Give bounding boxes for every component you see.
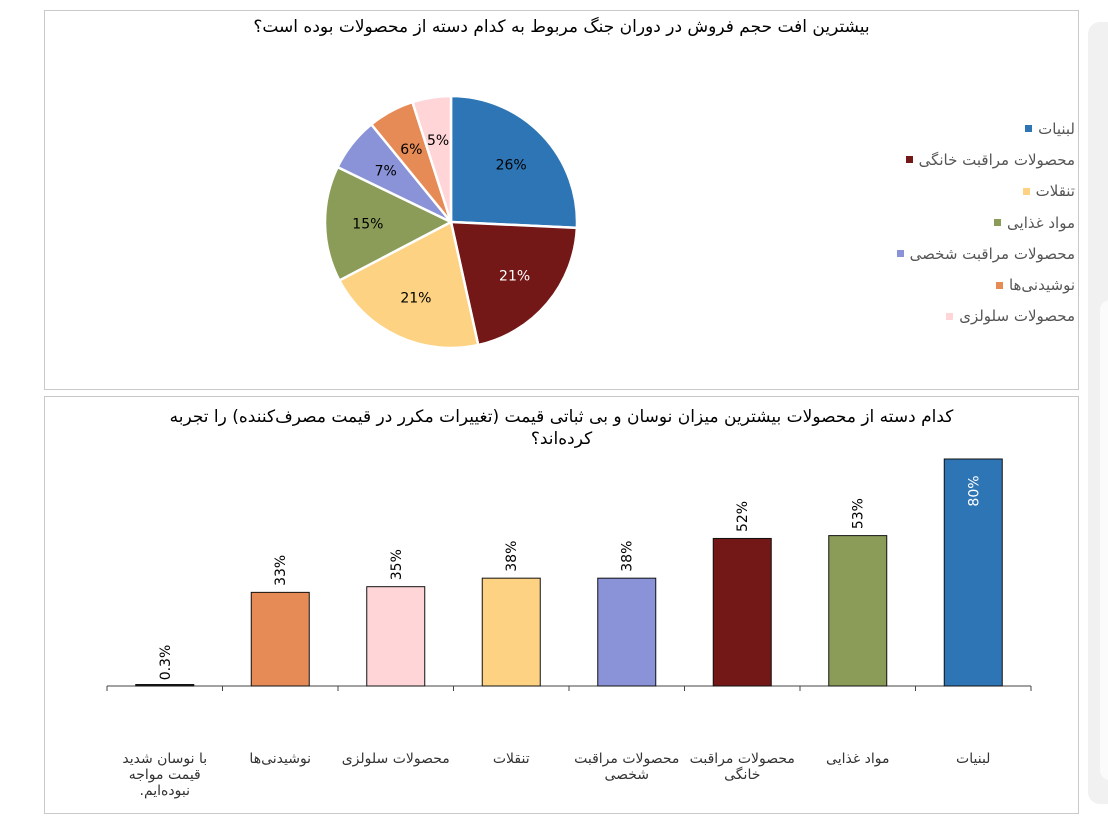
bar <box>135 684 195 687</box>
legend-label: مواد غذایی <box>1007 213 1075 232</box>
pie-slice-label: 6% <box>400 142 422 158</box>
bar <box>943 458 1003 687</box>
bar-category-label: نوشیدنی‌ها <box>249 751 312 767</box>
legend-label: محصولات مراقبت خانگی <box>918 150 1075 169</box>
pie-slice <box>337 220 480 350</box>
bar-category-label: با نوسان شدید قیمت مواجه نبوده‌ایم. <box>122 751 208 799</box>
bar-value-label: 35% <box>389 549 405 580</box>
side-scroll-strip-inner <box>1100 300 1108 780</box>
bar-category-label: محصولات مراقبت شخصی <box>574 751 680 783</box>
bar-value-label: 0.3% <box>158 645 174 681</box>
pie-chart: 26% 21% 21% 15% 7%6% 5% <box>323 94 579 350</box>
pie-slice-label: 21% <box>499 269 530 285</box>
bar-value-label: 53% <box>851 498 867 529</box>
legend-item: محصولات مراقبت شخصی <box>865 238 1075 269</box>
pie-slice-label: 7% <box>375 163 397 179</box>
bar <box>366 586 426 687</box>
legend-swatch <box>896 250 904 258</box>
pie-chart-title: بیشترین افت حجم فروش در دوران جنگ مربوط … <box>253 17 870 37</box>
pie-slice-label: 21% <box>400 290 431 306</box>
pie-legend: لبنیات محصولات مراقبت خانگی تنقلات مواد غذا… <box>865 113 1075 332</box>
bar-value-label: 38% <box>504 541 520 572</box>
bar-value-label: 80% <box>966 475 982 506</box>
bar-category-label: تنقلات <box>492 751 530 767</box>
legend-label: نوشیدنی‌ها <box>1008 276 1075 295</box>
legend-item: محصولات سلولزی <box>865 301 1075 332</box>
legend-label: محصولات سلولزی <box>959 307 1075 326</box>
legend-label: لبنیات <box>1038 119 1075 138</box>
legend-label: محصولات مراقبت شخصی <box>909 244 1075 263</box>
bar <box>828 535 888 687</box>
legend-swatch <box>995 281 1003 289</box>
legend-item: تنقلات <box>865 176 1075 207</box>
legend-item: لبنیات <box>865 113 1075 144</box>
bar-category-label: لبنیات <box>956 751 991 767</box>
pie-slice-label: 15% <box>352 216 383 232</box>
bar <box>597 577 657 687</box>
legend-item: نوشیدنی‌ها <box>865 269 1075 300</box>
pie-slice <box>449 94 579 230</box>
pie-slice-label: 5% <box>427 133 449 149</box>
pie-chart-panel: بیشترین افت حجم فروش در دوران جنگ مربوط … <box>44 10 1079 390</box>
pie-slice-label: 26% <box>496 158 527 174</box>
bar-value-label: 38% <box>620 541 636 572</box>
legend-swatch <box>1022 187 1030 195</box>
bar <box>712 537 772 687</box>
bar-value-label: 33% <box>273 555 289 586</box>
bar-category-label: محصولات سلولزی <box>341 751 450 767</box>
bar-category-label: محصولات مراقبت خانگی <box>689 751 795 783</box>
pie-slice <box>410 94 453 223</box>
bar-value-label: 52% <box>735 501 751 532</box>
legend-item: محصولات مراقبت خانگی <box>865 144 1075 175</box>
bar-chart-title: کدام دسته از محصولات بیشترین میزان نوسان… <box>169 407 954 449</box>
legend-swatch <box>905 156 913 164</box>
bar <box>250 591 310 687</box>
legend-label: تنقلات <box>1035 182 1075 201</box>
legend-item: مواد غذایی <box>865 207 1075 238</box>
legend-swatch <box>946 312 954 320</box>
bar-category-label: مواد غذایی <box>826 751 890 767</box>
legend-swatch <box>994 219 1002 227</box>
bar-chart-panel: کدام دسته از محصولات بیشترین میزان نوسان… <box>44 396 1079 814</box>
bar-chart: 0.3% 33% 35% 38% 38% 52% 53% 80% <box>106 458 1032 691</box>
bar <box>481 577 541 687</box>
pie-slice <box>449 220 579 347</box>
legend-swatch <box>1025 125 1033 133</box>
pie-slice <box>323 165 454 283</box>
